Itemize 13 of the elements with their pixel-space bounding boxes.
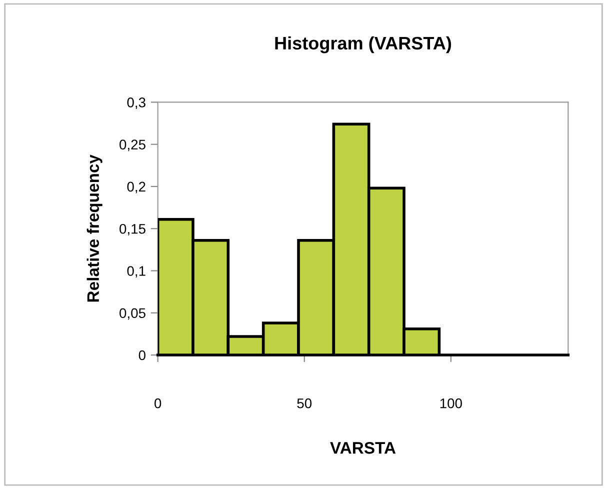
x-tick-label: 50	[297, 398, 312, 408]
y-tick-label: 0,3	[127, 98, 146, 110]
y-tick-label: 0,15	[120, 224, 146, 236]
x-tick-label: 100	[440, 398, 462, 408]
x-axis-title: VARSTA	[330, 442, 396, 454]
x-tick-label: 0	[154, 398, 162, 408]
y-axis-title: Relative frequency	[86, 154, 102, 302]
y-tick-label: 0,2	[127, 182, 146, 194]
y-tick-label: 0,1	[127, 266, 146, 278]
y-tick-label: 0	[138, 350, 146, 360]
chart-title: Histogram (VARSTA)	[275, 36, 452, 54]
y-tick-label: 0,25	[120, 140, 146, 152]
y-tick-label: 0,05	[120, 308, 146, 320]
